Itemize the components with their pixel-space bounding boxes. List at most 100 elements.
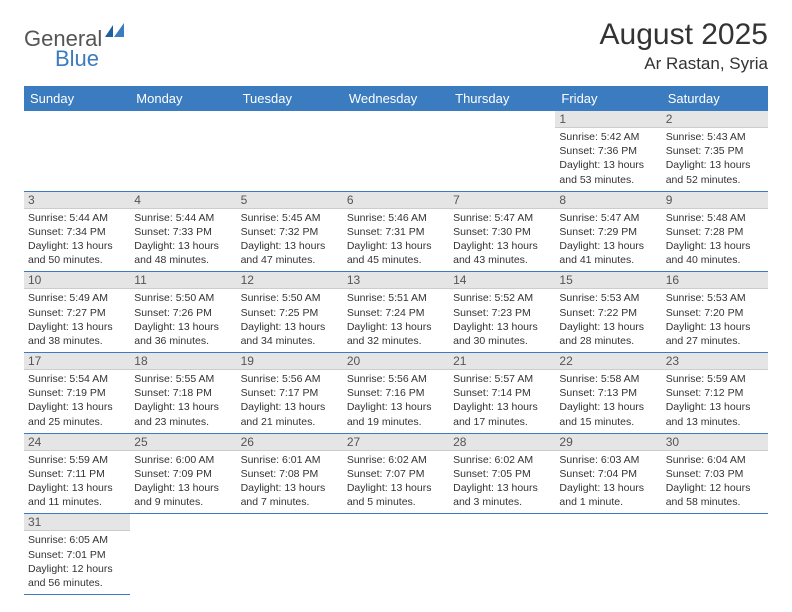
sunrise-line: Sunrise: 5:57 AM [453, 372, 551, 386]
sunrise-line: Sunrise: 6:00 AM [134, 453, 232, 467]
calendar-cell: 4Sunrise: 5:44 AMSunset: 7:33 PMDaylight… [130, 191, 236, 272]
calendar-cell: 23Sunrise: 5:59 AMSunset: 7:12 PMDayligh… [662, 353, 768, 434]
day-data: Sunrise: 6:00 AMSunset: 7:09 PMDaylight:… [130, 451, 236, 514]
sunset-line: Sunset: 7:04 PM [559, 467, 657, 481]
calendar-cell: 18Sunrise: 5:55 AMSunset: 7:18 PMDayligh… [130, 353, 236, 434]
calendar-cell [449, 514, 555, 595]
sunrise-line: Sunrise: 5:50 AM [241, 291, 339, 305]
day-number: 28 [449, 434, 555, 451]
calendar-header-row: SundayMondayTuesdayWednesdayThursdayFrid… [24, 86, 768, 111]
calendar-cell [555, 514, 661, 595]
logo-text-blue-wrap: Blue [55, 46, 99, 72]
day-data: Sunrise: 5:50 AMSunset: 7:26 PMDaylight:… [130, 289, 236, 352]
day-data: Sunrise: 6:01 AMSunset: 7:08 PMDaylight:… [237, 451, 343, 514]
day-data: Sunrise: 6:04 AMSunset: 7:03 PMDaylight:… [662, 451, 768, 514]
calendar-cell [130, 514, 236, 595]
day-number: 29 [555, 434, 661, 451]
day-data: Sunrise: 5:46 AMSunset: 7:31 PMDaylight:… [343, 209, 449, 272]
day-number: 16 [662, 272, 768, 289]
calendar-cell [237, 111, 343, 191]
sunrise-line: Sunrise: 5:55 AM [134, 372, 232, 386]
day-data: Sunrise: 5:48 AMSunset: 7:28 PMDaylight:… [662, 209, 768, 272]
daylight-line: Daylight: 13 hours and 9 minutes. [134, 481, 232, 509]
calendar-cell: 1Sunrise: 5:42 AMSunset: 7:36 PMDaylight… [555, 111, 661, 191]
calendar-cell [662, 514, 768, 595]
header: General August 2025 Ar Rastan, Syria [24, 18, 768, 74]
daylight-line: Daylight: 13 hours and 38 minutes. [28, 320, 126, 348]
sunset-line: Sunset: 7:12 PM [666, 386, 764, 400]
sunset-line: Sunset: 7:03 PM [666, 467, 764, 481]
daylight-line: Daylight: 13 hours and 19 minutes. [347, 400, 445, 428]
daylight-line: Daylight: 13 hours and 30 minutes. [453, 320, 551, 348]
calendar-cell: 8Sunrise: 5:47 AMSunset: 7:29 PMDaylight… [555, 191, 661, 272]
calendar-cell: 10Sunrise: 5:49 AMSunset: 7:27 PMDayligh… [24, 272, 130, 353]
calendar-cell: 28Sunrise: 6:02 AMSunset: 7:05 PMDayligh… [449, 433, 555, 514]
day-number: 3 [24, 192, 130, 209]
day-number: 13 [343, 272, 449, 289]
calendar-cell: 3Sunrise: 5:44 AMSunset: 7:34 PMDaylight… [24, 191, 130, 272]
sunset-line: Sunset: 7:29 PM [559, 225, 657, 239]
sunset-line: Sunset: 7:07 PM [347, 467, 445, 481]
day-number: 20 [343, 353, 449, 370]
day-number: 30 [662, 434, 768, 451]
day-number: 26 [237, 434, 343, 451]
day-data: Sunrise: 5:57 AMSunset: 7:14 PMDaylight:… [449, 370, 555, 433]
sunrise-line: Sunrise: 5:49 AM [28, 291, 126, 305]
weekday-header: Monday [130, 86, 236, 111]
daylight-line: Daylight: 12 hours and 58 minutes. [666, 481, 764, 509]
calendar-cell: 29Sunrise: 6:03 AMSunset: 7:04 PMDayligh… [555, 433, 661, 514]
sunrise-line: Sunrise: 6:03 AM [559, 453, 657, 467]
day-data: Sunrise: 5:49 AMSunset: 7:27 PMDaylight:… [24, 289, 130, 352]
daylight-line: Daylight: 13 hours and 3 minutes. [453, 481, 551, 509]
sunrise-line: Sunrise: 5:59 AM [666, 372, 764, 386]
day-data: Sunrise: 5:44 AMSunset: 7:34 PMDaylight:… [24, 209, 130, 272]
day-number: 27 [343, 434, 449, 451]
sunrise-line: Sunrise: 6:02 AM [453, 453, 551, 467]
sunset-line: Sunset: 7:26 PM [134, 306, 232, 320]
location: Ar Rastan, Syria [600, 54, 768, 74]
day-number: 17 [24, 353, 130, 370]
calendar-cell: 21Sunrise: 5:57 AMSunset: 7:14 PMDayligh… [449, 353, 555, 434]
day-number: 21 [449, 353, 555, 370]
sunrise-line: Sunrise: 5:44 AM [134, 211, 232, 225]
calendar-cell: 30Sunrise: 6:04 AMSunset: 7:03 PMDayligh… [662, 433, 768, 514]
sunrise-line: Sunrise: 5:56 AM [347, 372, 445, 386]
day-number: 6 [343, 192, 449, 209]
sunrise-line: Sunrise: 5:45 AM [241, 211, 339, 225]
day-number: 23 [662, 353, 768, 370]
sunrise-line: Sunrise: 5:59 AM [28, 453, 126, 467]
sunset-line: Sunset: 7:35 PM [666, 144, 764, 158]
day-data: Sunrise: 6:02 AMSunset: 7:05 PMDaylight:… [449, 451, 555, 514]
daylight-line: Daylight: 13 hours and 23 minutes. [134, 400, 232, 428]
flag-icon [105, 22, 125, 45]
day-number: 14 [449, 272, 555, 289]
sunset-line: Sunset: 7:08 PM [241, 467, 339, 481]
day-number: 9 [662, 192, 768, 209]
sunrise-line: Sunrise: 5:56 AM [241, 372, 339, 386]
weekday-header: Saturday [662, 86, 768, 111]
calendar-cell: 22Sunrise: 5:58 AMSunset: 7:13 PMDayligh… [555, 353, 661, 434]
sunset-line: Sunset: 7:34 PM [28, 225, 126, 239]
calendar-cell [343, 514, 449, 595]
calendar-cell: 15Sunrise: 5:53 AMSunset: 7:22 PMDayligh… [555, 272, 661, 353]
sunset-line: Sunset: 7:13 PM [559, 386, 657, 400]
day-number: 8 [555, 192, 661, 209]
daylight-line: Daylight: 13 hours and 7 minutes. [241, 481, 339, 509]
daylight-line: Daylight: 13 hours and 36 minutes. [134, 320, 232, 348]
sunset-line: Sunset: 7:17 PM [241, 386, 339, 400]
sunrise-line: Sunrise: 5:53 AM [559, 291, 657, 305]
sunset-line: Sunset: 7:05 PM [453, 467, 551, 481]
weekday-header: Tuesday [237, 86, 343, 111]
calendar-cell: 25Sunrise: 6:00 AMSunset: 7:09 PMDayligh… [130, 433, 236, 514]
calendar-cell: 19Sunrise: 5:56 AMSunset: 7:17 PMDayligh… [237, 353, 343, 434]
daylight-line: Daylight: 13 hours and 28 minutes. [559, 320, 657, 348]
day-number: 1 [555, 111, 661, 128]
day-data: Sunrise: 5:50 AMSunset: 7:25 PMDaylight:… [237, 289, 343, 352]
day-data: Sunrise: 6:02 AMSunset: 7:07 PMDaylight:… [343, 451, 449, 514]
daylight-line: Daylight: 13 hours and 53 minutes. [559, 158, 657, 186]
day-data: Sunrise: 5:51 AMSunset: 7:24 PMDaylight:… [343, 289, 449, 352]
daylight-line: Daylight: 13 hours and 45 minutes. [347, 239, 445, 267]
calendar-cell: 31Sunrise: 6:05 AMSunset: 7:01 PMDayligh… [24, 514, 130, 595]
day-number: 22 [555, 353, 661, 370]
daylight-line: Daylight: 13 hours and 17 minutes. [453, 400, 551, 428]
